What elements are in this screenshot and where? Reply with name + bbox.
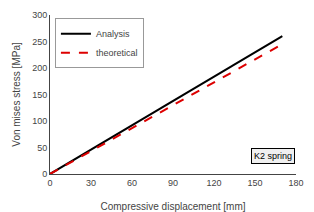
svg-text:Compressive displacement [mm]: Compressive displacement [mm] (100, 201, 245, 212)
svg-text:60: 60 (127, 178, 137, 188)
svg-text:0: 0 (47, 178, 52, 188)
svg-text:K2 spring: K2 spring (254, 151, 292, 161)
svg-text:150: 150 (247, 178, 262, 188)
svg-text:50: 50 (37, 143, 47, 153)
svg-text:120: 120 (206, 178, 221, 188)
svg-text:180: 180 (288, 178, 303, 188)
svg-text:30: 30 (86, 178, 96, 188)
svg-text:Von mises stress [MPa]: Von mises stress [MPa] (11, 42, 22, 147)
svg-text:0: 0 (42, 169, 47, 179)
svg-text:100: 100 (32, 116, 47, 126)
svg-text:250: 250 (32, 37, 47, 47)
svg-text:200: 200 (32, 63, 47, 73)
svg-text:150: 150 (32, 90, 47, 100)
svg-text:theoretical: theoretical (96, 48, 138, 58)
svg-text:Analysis: Analysis (96, 29, 130, 39)
svg-text:300: 300 (32, 10, 47, 20)
svg-text:90: 90 (168, 178, 178, 188)
